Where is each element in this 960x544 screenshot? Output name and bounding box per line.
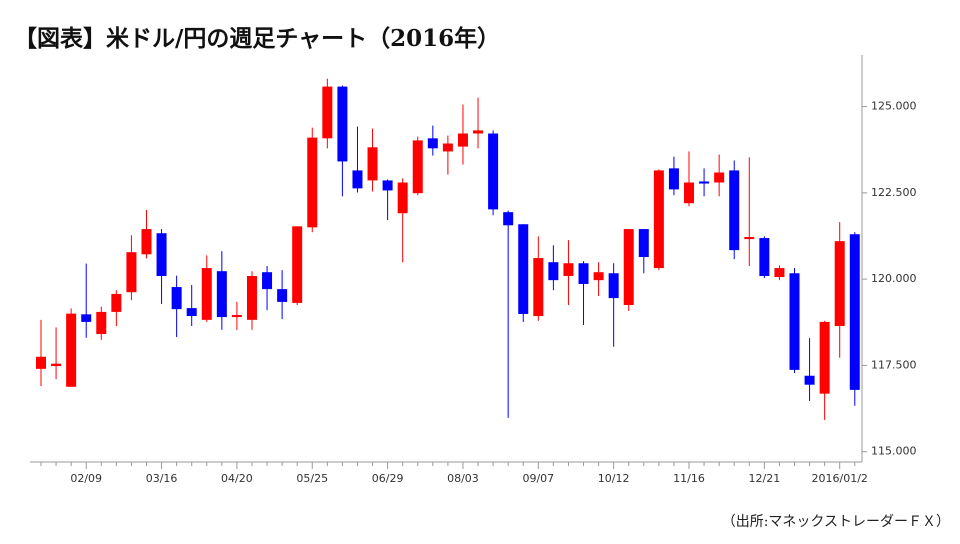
x-tick-label: 03/16 bbox=[146, 472, 178, 485]
y-tick-label: 115.000 bbox=[871, 445, 917, 458]
candle-body bbox=[684, 182, 695, 204]
candle-body bbox=[442, 143, 453, 152]
candle-body bbox=[533, 258, 544, 317]
candle-body bbox=[307, 137, 318, 228]
candle-body bbox=[382, 180, 393, 191]
candle-body bbox=[66, 313, 77, 387]
candle-body bbox=[126, 252, 137, 293]
candle-body bbox=[96, 311, 107, 334]
y-tick-label: 120.000 bbox=[871, 272, 917, 285]
candle-body bbox=[457, 133, 468, 147]
candle-body bbox=[201, 268, 212, 320]
candle-body bbox=[246, 276, 257, 320]
candle-body bbox=[397, 182, 408, 214]
candle-body bbox=[729, 170, 740, 251]
candle-body bbox=[548, 262, 559, 281]
candle-body bbox=[503, 212, 514, 226]
candle-body bbox=[473, 130, 484, 134]
candle-body bbox=[216, 271, 227, 318]
candle-body bbox=[668, 168, 679, 190]
candle-body bbox=[322, 86, 333, 139]
candle-body bbox=[804, 375, 815, 385]
candle-body bbox=[262, 272, 273, 290]
candle-body bbox=[699, 181, 710, 184]
x-tick-label: 08/03 bbox=[447, 472, 479, 485]
candle-body bbox=[819, 321, 830, 394]
candle-body bbox=[849, 234, 860, 390]
x-tick-label: 12/21 bbox=[749, 472, 781, 485]
x-tick-label: 10/12 bbox=[598, 472, 630, 485]
y-tick-label: 117.500 bbox=[871, 358, 917, 371]
candle-body bbox=[714, 172, 725, 183]
x-tick-label: 02/09 bbox=[70, 472, 102, 485]
candle-body bbox=[593, 272, 604, 281]
candle-body bbox=[277, 289, 288, 302]
candle-body bbox=[744, 237, 755, 240]
y-tick-label: 122.500 bbox=[871, 186, 917, 199]
x-tick-label: 11/16 bbox=[673, 472, 705, 485]
candle-body bbox=[292, 226, 303, 303]
candle-body bbox=[412, 140, 423, 194]
candle-body bbox=[231, 315, 242, 318]
candle-body bbox=[623, 229, 634, 305]
candle-body bbox=[578, 263, 589, 284]
source-note: （出所:マネックストレーダーＦＸ） bbox=[722, 514, 950, 530]
x-tick-label: 05/25 bbox=[296, 472, 328, 485]
candle-body bbox=[608, 273, 619, 299]
y-tick-label: 125.000 bbox=[871, 100, 917, 113]
candle-body bbox=[367, 147, 378, 181]
candle-body bbox=[563, 263, 574, 277]
candle-body bbox=[141, 229, 152, 255]
candle-body bbox=[352, 170, 363, 189]
candle-body bbox=[834, 241, 845, 327]
x-tick-label: 2016/01/2 bbox=[812, 472, 868, 485]
candle-body bbox=[81, 314, 92, 322]
candle-body bbox=[186, 308, 197, 317]
candle-body bbox=[111, 293, 122, 312]
candle-body bbox=[171, 287, 182, 310]
x-tick-label: 09/07 bbox=[522, 472, 554, 485]
candle-body bbox=[774, 268, 785, 278]
candle-body bbox=[518, 224, 529, 314]
candle-body bbox=[36, 356, 46, 369]
chart-title: 【図表】米ドル/円の週足チャート（2016年） bbox=[14, 25, 500, 52]
candle-body bbox=[488, 133, 499, 210]
candle-body bbox=[337, 86, 348, 162]
candle-body bbox=[789, 273, 800, 370]
x-tick-label: 06/29 bbox=[372, 472, 404, 485]
x-tick-label: 04/20 bbox=[221, 472, 253, 485]
candle-body bbox=[427, 138, 438, 149]
candle-body bbox=[759, 238, 770, 277]
candle-body bbox=[156, 233, 167, 277]
candle-body bbox=[51, 363, 62, 367]
candle-body bbox=[638, 229, 649, 258]
candle-body bbox=[653, 170, 664, 269]
